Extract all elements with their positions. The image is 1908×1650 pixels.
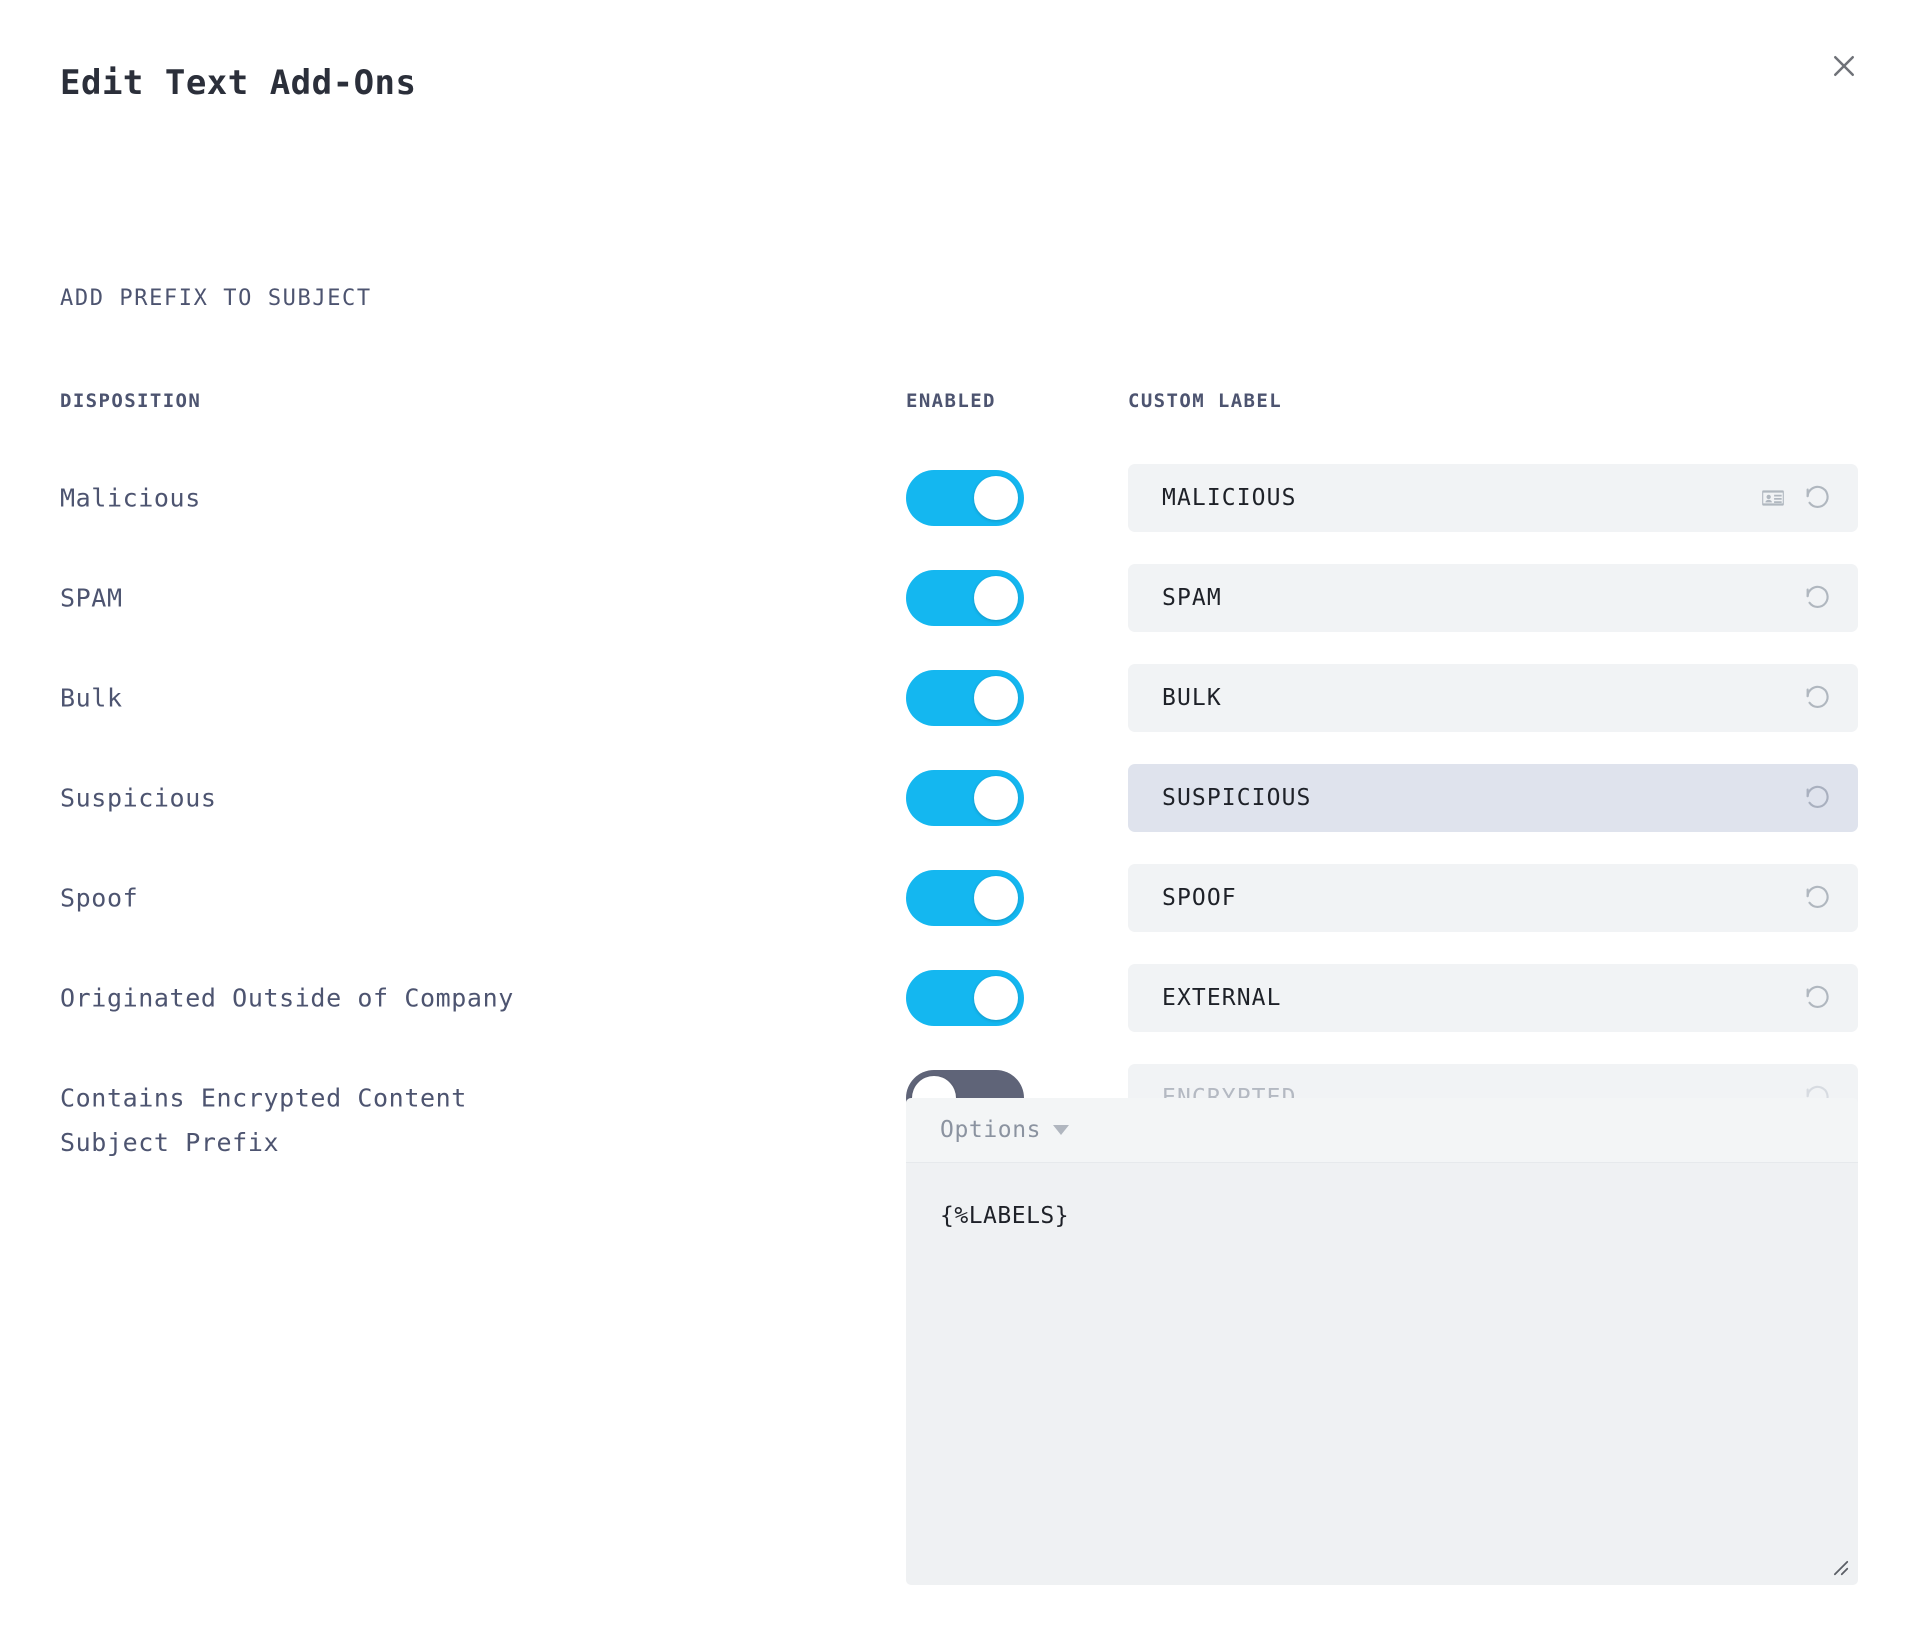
enabled-toggle[interactable] [906, 870, 1024, 926]
toggle-knob [974, 676, 1018, 720]
reset-icon[interactable] [1802, 883, 1832, 913]
enabled-toggle[interactable] [906, 770, 1024, 826]
subject-prefix-label: Subject Prefix [60, 1128, 280, 1157]
custom-label-value: MALICIOUS [1162, 485, 1297, 511]
field-icon-group [1760, 483, 1832, 513]
table-row: Spoof SPOOF [0, 852, 1908, 944]
field-icon-group [1802, 783, 1832, 813]
reset-icon[interactable] [1802, 583, 1832, 613]
close-button[interactable] [1822, 44, 1866, 88]
toggle-knob [974, 876, 1018, 920]
reset-icon[interactable] [1802, 983, 1832, 1013]
row-disposition-label: Spoof [60, 883, 139, 913]
custom-label-input[interactable]: BULK [1128, 664, 1858, 732]
custom-label-input[interactable]: EXTERNAL [1128, 964, 1858, 1032]
editor-toolbar: Options [906, 1098, 1858, 1163]
reset-icon[interactable] [1802, 783, 1832, 813]
custom-label-value: BULK [1162, 685, 1222, 711]
custom-label-input[interactable]: SUSPICIOUS [1128, 764, 1858, 832]
section-header-add-prefix: ADD PREFIX TO SUBJECT [60, 286, 372, 311]
enabled-toggle[interactable] [906, 570, 1024, 626]
column-header-disposition: DISPOSITION [60, 390, 202, 412]
subject-prefix-textarea[interactable]: {%LABELS} [906, 1163, 1858, 1585]
custom-label-value: SUSPICIOUS [1162, 785, 1312, 811]
custom-label-value: SPAM [1162, 585, 1222, 611]
row-disposition-label: Originated Outside of Company [60, 983, 514, 1013]
column-header-enabled: ENABLED [906, 390, 996, 412]
options-dropdown-label: Options [940, 1117, 1042, 1143]
subject-prefix-value: {%LABELS} [940, 1203, 1070, 1229]
custom-label-input[interactable]: SPOOF [1128, 864, 1858, 932]
field-icon-group [1802, 883, 1832, 913]
resize-handle-icon[interactable] [1828, 1555, 1850, 1577]
page-title: Edit Text Add-Ons [60, 63, 417, 103]
subject-prefix-editor: Options {%LABELS} [906, 1098, 1858, 1585]
table-row: Bulk BULK [0, 652, 1908, 744]
reset-icon[interactable] [1802, 683, 1832, 713]
toggle-knob [974, 576, 1018, 620]
enabled-toggle[interactable] [906, 670, 1024, 726]
toggle-knob [974, 776, 1018, 820]
custom-label-value: SPOOF [1162, 885, 1237, 911]
row-disposition-label: Suspicious [60, 783, 217, 813]
enabled-toggle[interactable] [906, 470, 1024, 526]
table-row: Malicious MALICIOUS [0, 452, 1908, 544]
chevron-down-icon [1053, 1125, 1070, 1135]
row-disposition-label: SPAM [60, 583, 123, 613]
close-icon [1829, 51, 1859, 81]
toggle-knob [974, 976, 1018, 1020]
toggle-knob [974, 476, 1018, 520]
row-disposition-label: Contains Encrypted Content [60, 1083, 467, 1113]
options-dropdown-button[interactable]: Options [940, 1117, 1070, 1143]
field-icon-group [1802, 983, 1832, 1013]
field-icon-group [1802, 683, 1832, 713]
contact-card-icon[interactable] [1760, 485, 1786, 511]
table-row: Suspicious SUSPICIOUS [0, 752, 1908, 844]
reset-icon[interactable] [1802, 483, 1832, 513]
table-row: Originated Outside of Company EXTERNAL [0, 952, 1908, 1044]
custom-label-value: EXTERNAL [1162, 985, 1282, 1011]
custom-label-input[interactable]: MALICIOUS [1128, 464, 1858, 532]
field-icon-group [1802, 583, 1832, 613]
table-row: SPAM SPAM [0, 552, 1908, 644]
enabled-toggle[interactable] [906, 970, 1024, 1026]
column-header-custom-label: CUSTOM LABEL [1128, 390, 1283, 412]
row-disposition-label: Bulk [60, 683, 123, 713]
row-disposition-label: Malicious [60, 483, 201, 513]
custom-label-input[interactable]: SPAM [1128, 564, 1858, 632]
